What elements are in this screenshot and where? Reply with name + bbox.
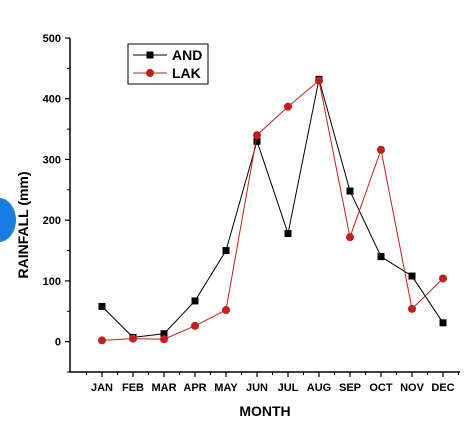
x-tick-label: SEP [339, 382, 361, 394]
data-point [439, 319, 447, 327]
data-point [129, 334, 137, 343]
x-tick-label: MAR [151, 382, 176, 394]
x-tick-label: JUL [278, 382, 299, 394]
data-point [284, 102, 292, 111]
data-point [253, 137, 261, 145]
x-tick-label: JAN [91, 382, 113, 394]
data-point [408, 304, 416, 313]
series-lak [98, 76, 447, 345]
data-point [98, 336, 106, 345]
legend-item-and: AND [133, 47, 202, 63]
legend: AND LAK [127, 43, 209, 85]
x-tick-label: FEB [122, 382, 144, 394]
legend-item-lak: LAK [133, 65, 201, 81]
series-line [101, 79, 444, 338]
y-tick-label: 100 [43, 276, 61, 288]
data-point [191, 297, 199, 305]
data-point [160, 335, 168, 344]
axes: 0 100 200 300 400 500 JAN FEB MAR APR MAY JUN JUL AUG… [43, 33, 460, 394]
data-point [408, 272, 416, 280]
x-tick-label: MAY [214, 382, 238, 394]
data-point [346, 233, 354, 242]
data-point [315, 76, 323, 85]
data-point [98, 302, 106, 310]
data-point [191, 321, 199, 330]
x-tick-label: APR [183, 382, 206, 394]
data-point [222, 247, 230, 255]
legend-label: AND [172, 47, 202, 63]
data-point [284, 230, 292, 238]
legend-label: LAK [172, 65, 201, 81]
data-point [346, 187, 354, 195]
y-tick-label: 400 [43, 94, 61, 106]
y-tick-label: 200 [43, 215, 61, 227]
series-layer [98, 75, 447, 345]
data-point [222, 306, 230, 315]
y-tick-label: 500 [43, 33, 61, 45]
x-axis-title: MONTH [239, 403, 290, 419]
data-point [377, 145, 385, 154]
y-axis-title: RAINFALL (mm) [15, 171, 31, 278]
x-tick-label: DEC [431, 382, 454, 394]
data-point [439, 274, 447, 283]
data-point [377, 253, 385, 261]
series-and [98, 75, 447, 341]
legend-marker [146, 69, 154, 77]
side-circle-icon [0, 198, 16, 242]
x-tick-label: JUN [246, 382, 268, 394]
legend-marker [146, 51, 154, 59]
legend-box [127, 43, 209, 85]
y-tick-label: 300 [43, 154, 61, 166]
x-tick-label: NOV [400, 382, 425, 394]
series-line [101, 79, 444, 341]
y-tick-label: 0 [55, 337, 61, 349]
x-tick-label: OCT [369, 382, 393, 394]
data-point [253, 131, 261, 140]
x-tick-label: AUG [307, 382, 331, 394]
data-point [160, 330, 168, 338]
